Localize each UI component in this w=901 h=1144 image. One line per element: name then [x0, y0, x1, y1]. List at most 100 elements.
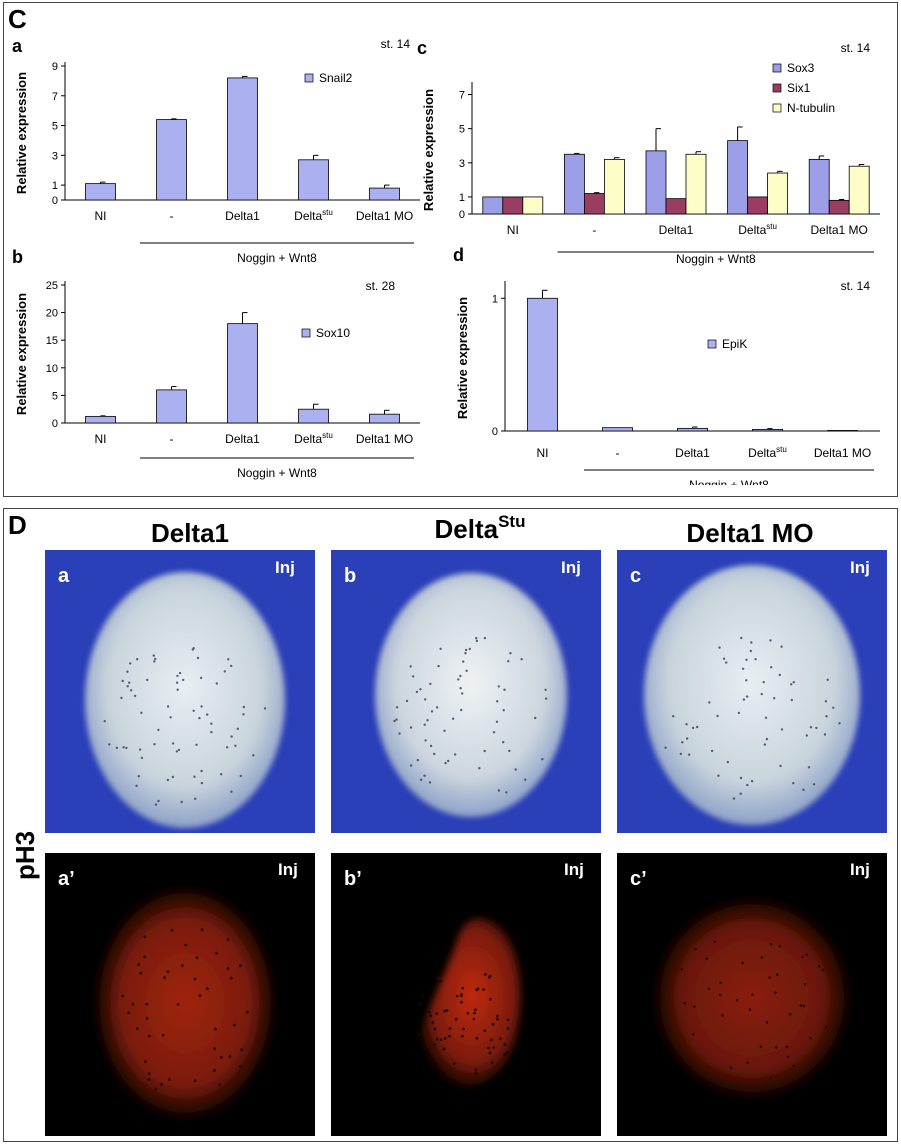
bar-snail2-1 — [156, 119, 187, 201]
x-tick-label: - — [616, 446, 620, 460]
y-tick-label: 20 — [46, 308, 58, 320]
x-tick-label: Delta1 — [225, 432, 260, 446]
ph3-row-label: pH3 — [10, 830, 40, 880]
bar-six1-3 — [747, 196, 769, 215]
y-tick-label: 15 — [46, 335, 58, 347]
x-tick-label: NI — [537, 446, 549, 460]
bar-six1-1 — [583, 193, 605, 215]
y-tick-label: 10 — [46, 363, 58, 375]
chart-c: c st. 14 Relative expression 0 1 3 5 7 NI - Delta1… — [417, 38, 880, 266]
subpanel-letter-c: c — [417, 38, 427, 58]
x-tick-label: NI — [507, 223, 519, 237]
legend-label-n-tubulin: N-tubulin — [787, 101, 835, 115]
x-tick-label: Deltastu — [748, 445, 787, 460]
x-tick-label: NI — [95, 209, 107, 223]
group-label: Noggin + Wnt8 — [237, 466, 317, 480]
x-tick-label: - — [170, 209, 174, 223]
group-label: Noggin + Wnt8 — [676, 252, 756, 266]
x-tick-label: - — [592, 223, 596, 237]
x-tick-label: Delta1 MO — [811, 223, 868, 237]
y-tick-label: 3 — [459, 158, 465, 170]
y-tick-label: 5 — [459, 124, 465, 136]
legend-swatch-epik — [707, 339, 717, 349]
inj-label-a-prime: Inj — [278, 860, 298, 879]
x-tick-label: Delta1 — [225, 209, 260, 223]
bar-sox10-4 — [369, 413, 400, 424]
bar-snail2-3 — [298, 159, 329, 201]
y-tick-label: 7 — [52, 91, 58, 103]
y-axis-label: Relative expression — [421, 89, 436, 211]
bar-sox3-3 — [727, 140, 749, 215]
bar-epik-1 — [602, 427, 633, 432]
bar-n-tubulin-1 — [603, 158, 625, 215]
x-tick-label: Deltastu — [294, 208, 333, 223]
chart-b: b st. 28 Relative expression 0 5 10 15 20 25 NI - D… — [12, 247, 420, 480]
photo-label-a-prime: a’ — [58, 868, 75, 890]
photo-c-prime — [617, 853, 887, 1136]
photo-c — [617, 550, 887, 833]
y-tick-label: 0 — [52, 195, 58, 207]
bar-sox3-0 — [482, 196, 504, 215]
chart-d: d st. 14 Relative expression 0 1 NI - Delta1 Del… — [453, 245, 880, 485]
photo-label-b: b — [344, 565, 357, 587]
x-tick-label: Delta1 MO — [814, 446, 871, 460]
y-tick-label: 1 — [459, 192, 465, 204]
chart-a: a st. 14 Relative expression 0 1 3 5 7 9 NI - Delta… — [12, 36, 420, 265]
photo-label-a: a — [58, 565, 70, 587]
x-tick-label: NI — [95, 432, 107, 446]
x-tick-label: Deltastu — [738, 222, 777, 237]
bar-snail2-0 — [85, 183, 116, 201]
x-tick-label: - — [170, 432, 174, 446]
y-axis-label: Relative expression — [14, 293, 29, 415]
inj-label-c: Inj — [850, 558, 870, 577]
photo-b — [331, 550, 601, 833]
bar-snail2-2 — [227, 77, 258, 201]
y-tick-label: 5 — [52, 121, 58, 133]
subpanel-letter-a: a — [12, 36, 23, 56]
bar-sox3-1 — [563, 153, 585, 215]
bar-n-tubulin-3 — [767, 172, 789, 215]
x-tick-label: Delta1 MO — [356, 432, 413, 446]
stage-label: st. 14 — [841, 41, 871, 55]
x-tick-label-sup: stu — [776, 445, 787, 454]
y-tick-label: 0 — [459, 209, 465, 221]
y-tick-label: 0 — [52, 418, 58, 430]
x-tick-label-sup: stu — [322, 431, 333, 440]
panel-d-letter: D — [8, 510, 27, 540]
y-tick-label: 5 — [52, 390, 58, 402]
x-tick-label: Delta1 MO — [356, 209, 413, 223]
legend-swatch-six1 — [772, 83, 782, 93]
legend-label-sox10: Sox10 — [316, 326, 350, 340]
bar-epik-2 — [677, 427, 708, 432]
photo-label-c: c — [630, 565, 642, 587]
panel-c-box — [3, 2, 898, 497]
bar-epik-3 — [752, 429, 783, 432]
bar-n-tubulin-2 — [685, 153, 707, 215]
y-tick-label: 7 — [459, 90, 465, 102]
column-title-delta1: Delta1 — [150, 518, 230, 548]
inj-label-b-prime: Inj — [564, 860, 584, 879]
bar-sox10-3 — [298, 408, 329, 424]
stage-label: st. 14 — [841, 279, 871, 293]
legend-swatch-n-tubulin — [772, 103, 782, 113]
x-tick-label: Deltastu — [294, 431, 333, 446]
inj-label-c-prime: Inj — [850, 860, 870, 879]
bar-sox10-0 — [85, 415, 116, 424]
photo-a-prime — [45, 853, 315, 1136]
legend-label-snail2: Snail2 — [319, 71, 353, 85]
subpanel-letter-b: b — [12, 247, 23, 267]
y-tick-label: 1 — [52, 180, 58, 192]
fluorescence-image-c — [652, 896, 852, 1100]
group-label: Noggin + Wnt8 — [237, 251, 317, 265]
y-tick-label: 3 — [52, 150, 58, 162]
legend-label-six1: Six1 — [787, 81, 811, 95]
bar-n-tubulin-4 — [848, 165, 870, 215]
y-tick-label: 1 — [492, 293, 498, 305]
column-title-deltastu: DeltaStu — [434, 512, 526, 544]
x-tick-label: Delta1 — [659, 223, 694, 237]
fluorescence-image-b — [412, 917, 522, 1092]
group-label: Noggin + Wnt8 — [689, 478, 769, 485]
fluorescence-image-a — [93, 885, 277, 1121]
inj-label-a: Inj — [275, 558, 295, 577]
bar-snail2-4 — [369, 187, 400, 201]
